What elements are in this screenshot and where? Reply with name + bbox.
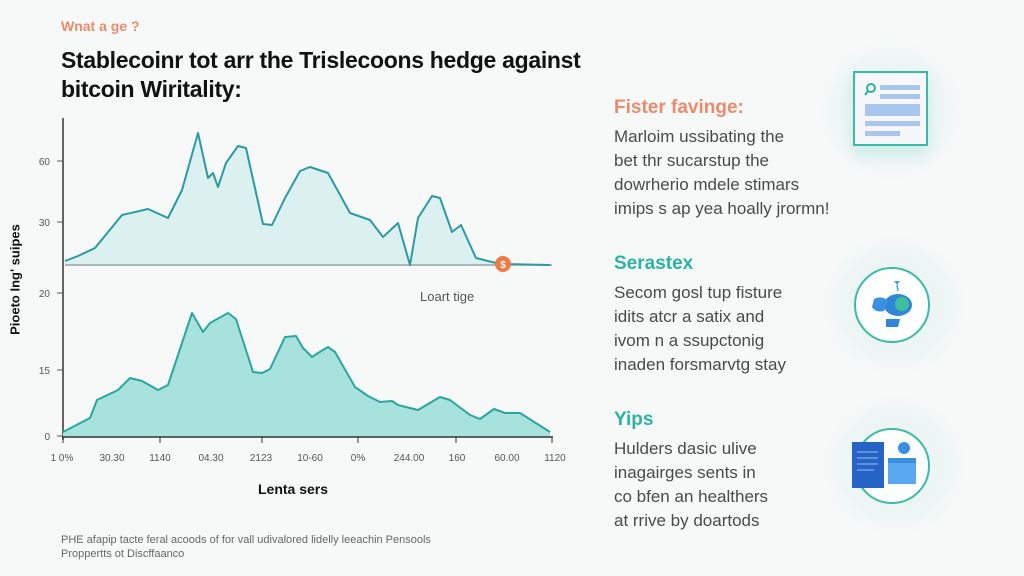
- feature-faster-savings: Fister favinge: Marloim ussibating the b…: [614, 97, 854, 221]
- x-tick-label: 30.30: [99, 453, 124, 464]
- y-tick-label: 60: [39, 157, 51, 168]
- globe-plane-icon: [854, 267, 930, 343]
- x-tick-label: 60.00: [494, 453, 519, 464]
- marker-glyph: $: [500, 260, 506, 271]
- feature-line: co bfen an healthers: [614, 487, 769, 506]
- upper-line: [64, 132, 551, 266]
- dollar-marker-icon[interactable]: [495, 256, 511, 272]
- feature-line: ivom n a ssupctonig: [614, 331, 765, 350]
- x-tick-label: 244.00: [394, 453, 425, 464]
- feature-serastex: Serastex Secom gosl tup fisture idits at…: [614, 253, 854, 377]
- feature-line: at rrive by doartods: [614, 511, 760, 530]
- magnifier-icon: [864, 83, 876, 96]
- feature-line: imips s ap yea hoally jrormn!: [614, 199, 830, 218]
- feature-line: Marloim ussibating the: [614, 127, 785, 146]
- feature-line: Hulders dasic ulive: [614, 439, 757, 458]
- feature-title: Fister favinge:: [614, 97, 744, 118]
- feature-line: idits atcr a satix and: [614, 307, 765, 326]
- document-icon: [853, 71, 928, 146]
- feature-yips: Yips Hulders dasic ulive inagairges sent…: [614, 409, 854, 533]
- doc-line: [865, 131, 900, 136]
- feature-line: inaden forsmarvtg stay: [614, 355, 786, 374]
- doc-line: [880, 85, 920, 90]
- wallet-book-icon: [852, 428, 930, 504]
- x-tick-label: 1 0%: [51, 453, 74, 464]
- feature-title: Serastex: [614, 253, 694, 274]
- footnote-line: PHE afapip tacte feral acoods of for val…: [61, 534, 431, 546]
- footnote: PHE afapip tacte feral acoods of for val…: [61, 533, 561, 561]
- doc-line: [880, 94, 920, 99]
- charts-area: 60 30 $ 20 15 0 1 0% 30.30 1140 04.30 21…: [39, 118, 566, 464]
- x-tick-label: 10-60: [297, 453, 323, 464]
- y-tick-label: 15: [39, 366, 51, 377]
- footnote-line: Proppertts ot Discffaanco: [61, 548, 185, 560]
- eyebrow-label: Wnat a ge ?: [61, 18, 140, 34]
- book-wallet-glyph: [852, 442, 916, 488]
- doc-line: [865, 121, 920, 126]
- plane-globe-glyph: [872, 281, 912, 327]
- feature-line: inagairges sents in: [614, 463, 756, 482]
- feature-line: dowrherio mdele stimars: [614, 175, 800, 194]
- feature-line: Secom gosl tup fisture: [614, 283, 783, 302]
- y-axis-title: Pioeto Ing' suipes: [7, 224, 23, 335]
- y-tick-label: 0: [44, 432, 50, 443]
- x-tick-label: 04.30: [198, 453, 223, 464]
- x-tick-label: 2123: [250, 453, 273, 464]
- upper-chart: 60 30 $: [39, 118, 552, 440]
- page-title: Stablecoinr tot arr the Trislecoons hedg…: [61, 47, 581, 102]
- x-axis-title: Lenta sers: [258, 481, 329, 497]
- y-tick-label: 30: [39, 218, 51, 229]
- x-tick-label: 1140: [149, 453, 171, 464]
- legend-label: Loart tige: [420, 289, 475, 304]
- x-tick-label: 1120: [544, 453, 566, 464]
- x-tick-label: 0%: [351, 453, 366, 464]
- x-tick-label: 160: [449, 453, 466, 464]
- feature-title: Yips: [614, 409, 654, 430]
- lower-area-fill: [63, 313, 550, 437]
- feature-line: bet thr sucarstup the: [614, 151, 769, 170]
- lower-chart: 20 15 0 1 0% 30.30 1140 04.30 2123 10-60…: [39, 289, 566, 464]
- lower-line: [62, 312, 551, 433]
- doc-line: [865, 104, 920, 116]
- y-tick-label: 20: [39, 289, 51, 300]
- upper-area-fill: [65, 133, 550, 265]
